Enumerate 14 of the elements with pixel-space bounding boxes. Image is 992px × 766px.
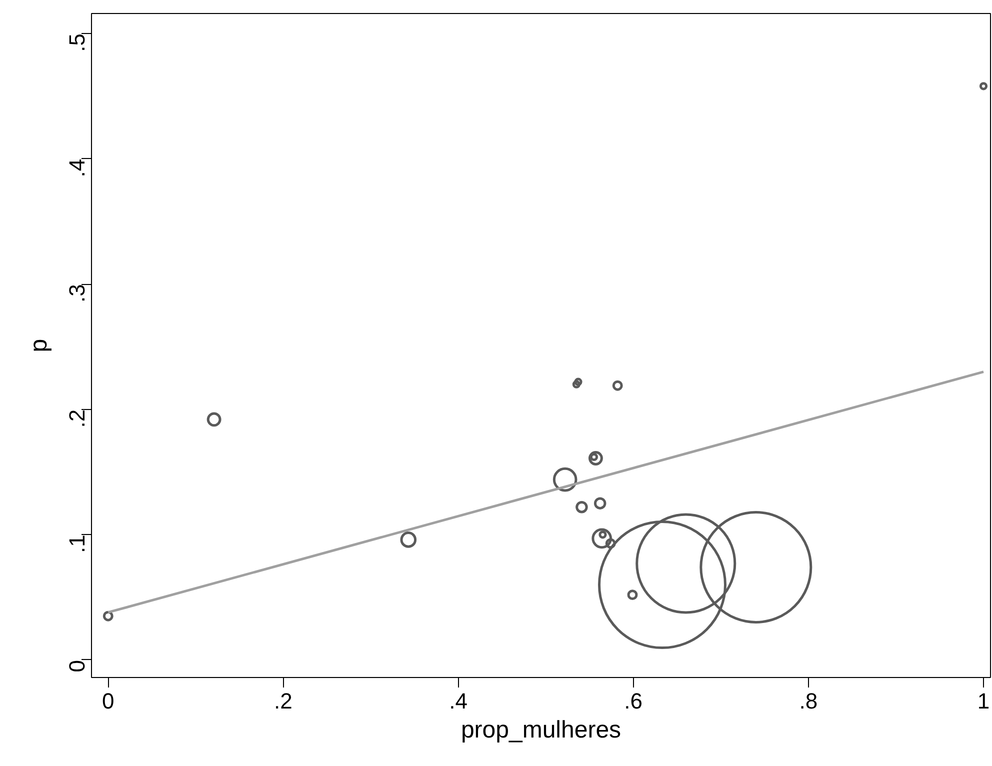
y-tick-label: .1	[64, 534, 90, 554]
y-tick-label: .2	[64, 409, 90, 428]
y-tick-label: .4	[64, 158, 90, 178]
y-tick-label: .3	[64, 284, 90, 302]
x-tick-label: 0	[102, 688, 114, 714]
y-tick-label: 0	[64, 660, 90, 672]
x-tick-label: 1	[977, 688, 990, 714]
x-tick-label: .2	[274, 688, 292, 714]
x-tick-label: .6	[624, 688, 643, 714]
x-tick-label: .8	[799, 688, 818, 714]
y-tick-label: .5	[64, 34, 90, 52]
y-axis-title: p	[26, 338, 52, 352]
x-axis-title: prop_mulheres	[460, 716, 622, 744]
x-tick-label: .4	[449, 688, 468, 714]
